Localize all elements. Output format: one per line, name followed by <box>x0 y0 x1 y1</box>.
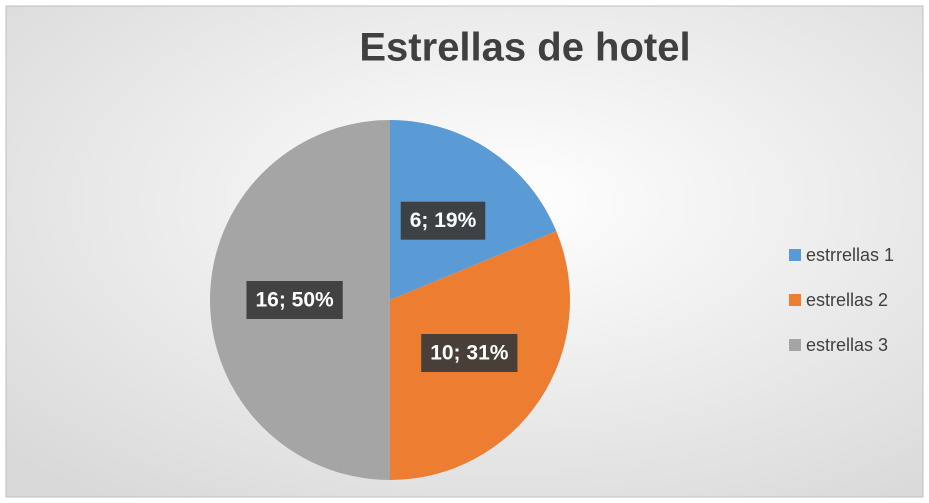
legend-label: estrellas 2 <box>806 290 888 310</box>
data-label-box <box>400 201 486 240</box>
data-label-box <box>246 281 343 319</box>
legend-label: estrellas 3 <box>806 335 888 355</box>
chart-title: Estrellas de hotel <box>359 26 690 70</box>
data-label-box <box>421 334 518 373</box>
legend-label: estrrellas 1 <box>806 245 894 265</box>
legend-swatch <box>789 339 801 351</box>
legend-swatch <box>789 294 801 306</box>
data-label: 10; 31% <box>430 342 509 365</box>
data-label: 6; 19% <box>410 209 477 232</box>
data-label: 16; 50% <box>255 289 334 312</box>
legend-swatch <box>789 249 801 261</box>
